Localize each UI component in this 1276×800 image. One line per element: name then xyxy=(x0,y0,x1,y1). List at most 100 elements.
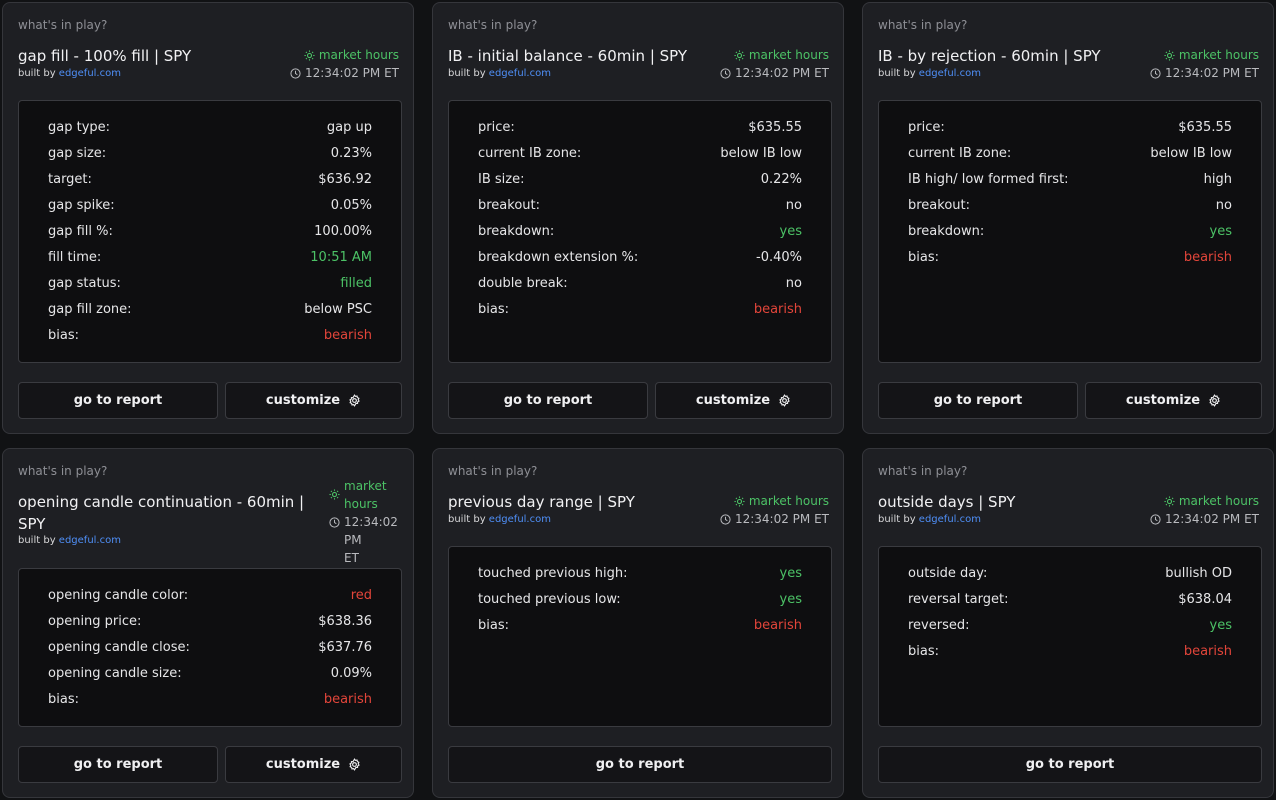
card-kicker: what's in play? xyxy=(878,18,968,32)
card-kicker: what's in play? xyxy=(18,464,108,478)
metric-label: opening candle color: xyxy=(48,588,189,603)
button-label: go to report xyxy=(595,757,685,772)
metric-label: IB high/ low formed first: xyxy=(908,172,1069,187)
card-kicker: what's in play? xyxy=(448,464,538,478)
go-to-report-button[interactable]: go to report xyxy=(448,746,832,783)
metric-value: bearish xyxy=(323,692,372,707)
edgeful-link[interactable]: edgeful.com xyxy=(58,68,121,79)
metric-row: current IB zone: below IB low xyxy=(478,146,802,161)
built-by: built by edgeful.com xyxy=(18,535,121,546)
button-label: customize xyxy=(265,393,341,408)
metric-value: no xyxy=(785,276,802,291)
gear-icon xyxy=(1208,394,1221,407)
button-label: go to report xyxy=(73,393,163,408)
card-gap-fill: what's in play? gap fill - 100% fill | S… xyxy=(2,2,414,434)
go-to-report-button[interactable]: go to report xyxy=(878,746,1262,783)
card-kicker: what's in play? xyxy=(878,464,968,478)
metric-label: gap size: xyxy=(48,146,107,161)
market-status: market hours xyxy=(1178,48,1259,62)
card-kicker: what's in play? xyxy=(18,18,108,32)
metric-value: yes xyxy=(1209,618,1232,633)
edgeful-link[interactable]: edgeful.com xyxy=(918,68,981,79)
status-time: 12:34:02 PM ET xyxy=(734,512,829,526)
metric-label: breakout: xyxy=(478,198,541,213)
button-label: customize xyxy=(695,393,771,408)
status-time: 12:34:02 PM ET xyxy=(304,66,399,80)
metric-value: below PSC xyxy=(304,302,372,317)
market-status: market hours xyxy=(344,479,387,511)
button-label: go to report xyxy=(1025,757,1115,772)
sun-icon xyxy=(1164,495,1175,507)
metric-value: filled xyxy=(340,276,372,291)
card-title: gap fill - 100% fill | SPY xyxy=(18,47,192,65)
metric-value: bearish xyxy=(1183,644,1232,659)
sun-icon xyxy=(734,495,745,507)
metric-label: bias: xyxy=(908,250,939,265)
metric-row: bias: bearish xyxy=(48,328,372,343)
card-title: opening candle continuation - 60min | SP… xyxy=(18,493,305,533)
go-to-report-button[interactable]: go to report xyxy=(448,382,648,419)
metric-row: bias: bearish xyxy=(48,692,372,707)
metric-row: gap spike: 0.05% xyxy=(48,198,372,213)
metric-value: $636.92 xyxy=(318,172,372,187)
metric-row: price: $635.55 xyxy=(478,120,802,135)
metric-label: gap fill zone: xyxy=(48,302,132,317)
metric-value: below IB low xyxy=(1150,146,1232,161)
metric-value: bearish xyxy=(753,302,802,317)
built-by: built by edgeful.com xyxy=(18,68,121,79)
gear-icon xyxy=(778,394,791,407)
button-label: customize xyxy=(1125,393,1201,408)
status-time: 12:34:02 PM ET xyxy=(1164,512,1259,526)
edgeful-link[interactable]: edgeful.com xyxy=(488,514,551,525)
metric-label: gap status: xyxy=(48,276,121,291)
edgeful-link[interactable]: edgeful.com xyxy=(918,514,981,525)
metric-label: reversed: xyxy=(908,618,970,633)
metric-row: outside day: bullish OD xyxy=(908,566,1232,581)
button-label: go to report xyxy=(503,393,593,408)
sun-icon xyxy=(734,49,745,61)
metric-row: opening candle close: $637.76 xyxy=(48,640,372,655)
customize-button[interactable]: customize xyxy=(655,382,832,419)
go-to-report-button[interactable]: go to report xyxy=(18,382,218,419)
metric-row: fill time: 10:51 AM xyxy=(48,250,372,265)
metric-label: breakout: xyxy=(908,198,971,213)
metric-row: opening price: $638.36 xyxy=(48,614,372,629)
market-status: market hours xyxy=(1178,494,1259,508)
customize-button[interactable]: customize xyxy=(225,746,402,783)
metric-label: opening price: xyxy=(48,614,142,629)
metric-label: gap spike: xyxy=(48,198,115,213)
metrics-panel: opening candle color: red opening price: $… xyxy=(18,568,402,727)
metric-value: $638.36 xyxy=(318,614,372,629)
metric-value: 0.09% xyxy=(330,666,372,681)
card-title: IB - initial balance - 60min | SPY xyxy=(448,47,688,65)
status-block: market hours 12:34:02 PM ET xyxy=(720,492,829,528)
go-to-report-button[interactable]: go to report xyxy=(878,382,1078,419)
metric-row: double break: no xyxy=(478,276,802,291)
metric-label: gap fill %: xyxy=(48,224,113,239)
edgeful-link[interactable]: edgeful.com xyxy=(488,68,551,79)
status-time: 12:34:02 PM ET xyxy=(344,515,398,565)
metric-value: $637.76 xyxy=(318,640,372,655)
metric-row: opening candle size: 0.09% xyxy=(48,666,372,681)
edgeful-link[interactable]: edgeful.com xyxy=(58,535,121,546)
metric-value: bearish xyxy=(1183,250,1232,265)
metric-row: opening candle color: red xyxy=(48,588,372,603)
gear-icon xyxy=(348,758,361,771)
metric-row: IB high/ low formed first: high xyxy=(908,172,1232,187)
metric-label: reversal target: xyxy=(908,592,1009,607)
metrics-panel: outside day: bullish OD reversal target: $… xyxy=(878,546,1262,727)
built-by: built by edgeful.com xyxy=(878,514,981,525)
customize-button[interactable]: customize xyxy=(1085,382,1262,419)
customize-button[interactable]: customize xyxy=(225,382,402,419)
metric-label: opening candle size: xyxy=(48,666,182,681)
go-to-report-button[interactable]: go to report xyxy=(18,746,218,783)
metric-row: breakdown: yes xyxy=(478,224,802,239)
built-by-label: built by xyxy=(18,68,56,79)
metric-row: price: $635.55 xyxy=(908,120,1232,135)
metric-value: 100.00% xyxy=(314,224,372,239)
metric-row: gap type: gap up xyxy=(48,120,372,135)
metric-value: no xyxy=(785,198,802,213)
metric-label: current IB zone: xyxy=(908,146,1012,161)
market-status: market hours xyxy=(318,48,399,62)
metric-label: gap type: xyxy=(48,120,111,135)
